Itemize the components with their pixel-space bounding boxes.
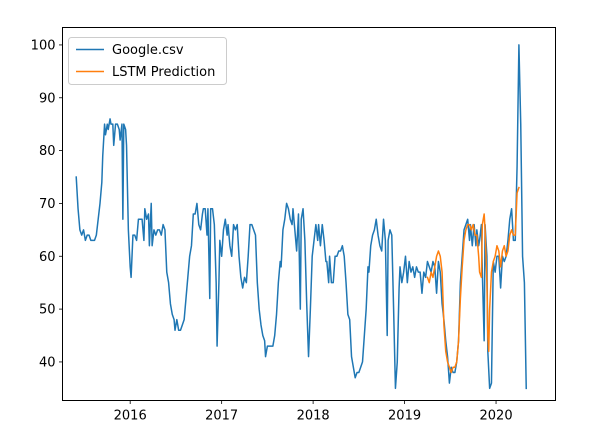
y-tick-label: 80: [39, 144, 56, 159]
x-tick-label: 2017: [205, 409, 238, 424]
plot-frame: [62, 27, 556, 401]
x-tick-label: 2016: [114, 409, 147, 424]
y-tick-label: 100: [31, 38, 56, 53]
y-tick-label: 90: [39, 91, 56, 106]
y-axis: 40 50 60 70 80 90 100: [31, 38, 63, 370]
series-line-1: [426, 186, 520, 374]
series-line-0: [75, 44, 527, 390]
x-axis: 2016 2017 2018 2019 2020: [114, 400, 513, 424]
x-tick-label: 2018: [297, 409, 330, 424]
y-tick-label: 60: [39, 250, 56, 265]
legend-box: [68, 37, 227, 85]
legend-label: LSTM Prediction: [112, 65, 215, 80]
x-tick-label: 2020: [480, 409, 513, 424]
legend: Google.csv LSTM Prediction: [68, 37, 227, 85]
plot-lines: [75, 44, 527, 390]
legend-label: Google.csv: [112, 43, 184, 58]
y-tick-label: 40: [39, 355, 56, 370]
x-tick-label: 2019: [388, 409, 421, 424]
y-tick-label: 50: [39, 303, 56, 318]
y-tick-label: 70: [39, 197, 56, 212]
